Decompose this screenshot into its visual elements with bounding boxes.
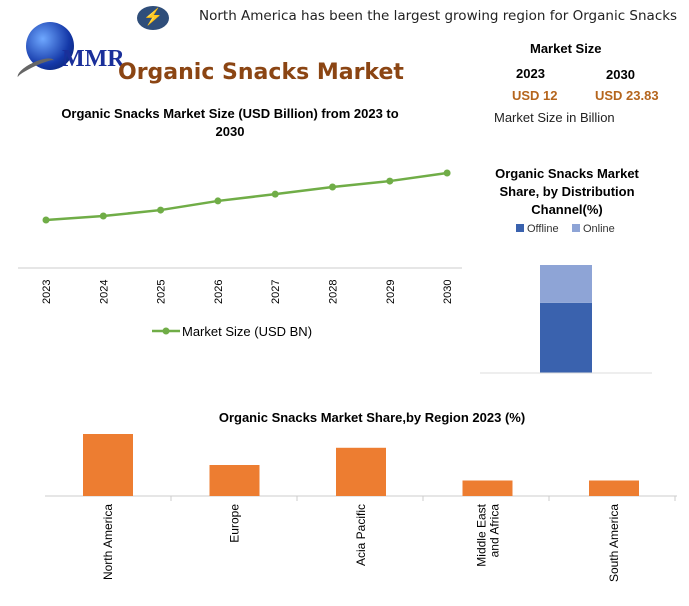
mmr-logo: MMR	[14, 22, 125, 84]
data-point	[42, 216, 50, 224]
data-point	[214, 197, 222, 205]
legend-label: Offline	[527, 223, 559, 235]
x-tick-label: Europe	[228, 504, 242, 543]
market-size-heading: Market Size	[530, 41, 602, 56]
x-tick-label: 2023	[41, 280, 53, 304]
value-2030: USD 23.83	[595, 88, 659, 103]
x-tick-label: Middle East	[475, 503, 489, 566]
data-point	[157, 206, 165, 214]
line-chart: Organic Snacks Market Size (USD Billion)…	[18, 106, 462, 339]
legend-marker	[162, 327, 170, 335]
legend-swatch	[572, 224, 580, 232]
value-2023: USD 12	[512, 88, 558, 103]
market-size-note: Market Size in Billion	[494, 110, 615, 125]
data-point	[443, 169, 451, 177]
x-tick-label: 2028	[328, 280, 340, 304]
x-tick-label: 2025	[156, 280, 168, 304]
legend-swatch	[516, 224, 524, 232]
x-tick-label: Acia Pacific	[354, 504, 368, 566]
chart-title: Organic Snacks Market Share,by Region 20…	[219, 410, 525, 425]
data-point	[329, 183, 336, 191]
market-size-panel: Market Size 2023 2030 USD 12 USD 23.83 M…	[480, 40, 689, 130]
bar	[589, 480, 639, 496]
bar	[462, 480, 513, 496]
legend-label: Market Size (USD BN)	[182, 324, 312, 339]
data-point	[386, 177, 394, 185]
headline: North America has been the largest growi…	[199, 8, 678, 24]
x-tick-label: 2030	[442, 280, 454, 304]
chart-title: Share, by Distribution	[499, 184, 634, 199]
bar	[209, 465, 260, 496]
year-2030-label: 2030	[606, 67, 635, 82]
bar	[83, 434, 133, 496]
x-tick-label: 2026	[213, 280, 225, 304]
year-2023-label: 2023	[516, 66, 545, 81]
series-line	[45, 171, 448, 222]
data-point	[99, 212, 107, 220]
data-point	[271, 190, 279, 198]
page-title: Organic Snacks Market	[118, 60, 404, 85]
region-chart: Organic Snacks Market Share,by Region 20…	[45, 410, 677, 582]
chart-title: Channel(%)	[531, 202, 603, 217]
x-tick-label: 2027	[270, 280, 282, 304]
chart-title: Organic Snacks Market	[495, 166, 639, 181]
lightning-bolt-icon: ⚡	[137, 6, 169, 30]
chart-title: 2030	[216, 124, 245, 139]
x-tick-label: 2024	[98, 280, 110, 304]
chart-title: Organic Snacks Market Size (USD Billion)…	[61, 106, 398, 121]
bar	[336, 447, 386, 496]
distribution-chart: Organic Snacks Market Share, by Distribut…	[480, 166, 652, 374]
bar-segment	[540, 302, 592, 373]
x-tick-label: 2029	[385, 280, 397, 304]
x-tick-label: North America	[101, 504, 115, 580]
x-tick-label: and Africa	[488, 504, 502, 558]
x-tick-label: South America	[607, 504, 621, 582]
legend-label: Online	[583, 223, 615, 235]
bar-segment	[540, 265, 592, 303]
